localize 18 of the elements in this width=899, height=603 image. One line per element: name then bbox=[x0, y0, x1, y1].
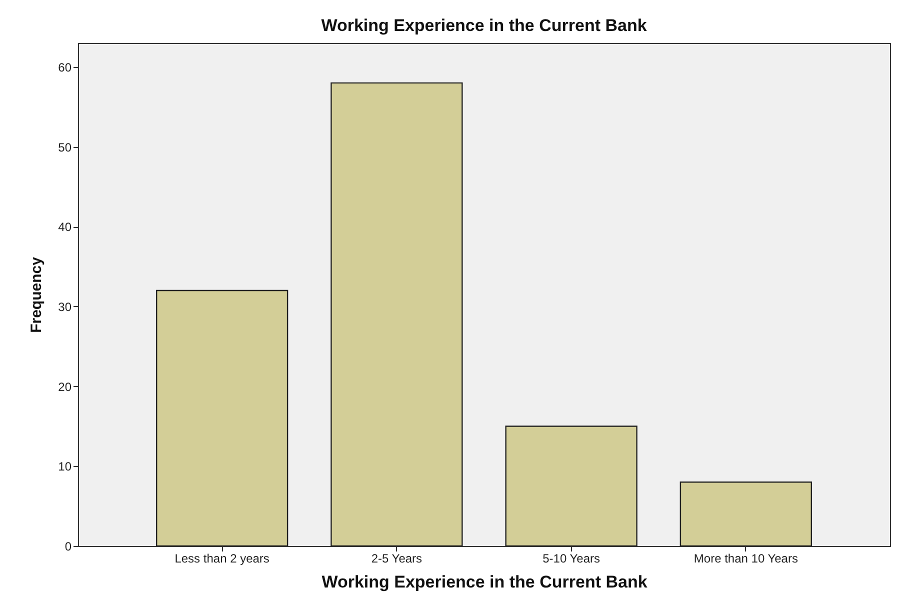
bar bbox=[156, 290, 288, 547]
bar bbox=[330, 82, 463, 547]
y-tick-label: 0 bbox=[64, 540, 72, 554]
y-tick-label: 50 bbox=[58, 140, 72, 154]
x-tick-label: More than 10 Years bbox=[694, 552, 798, 566]
x-tick-label: 5-10 Years bbox=[542, 552, 600, 566]
x-tick-label: Less than 2 years bbox=[174, 552, 270, 566]
y-tick-label: 20 bbox=[58, 380, 72, 394]
bar bbox=[505, 426, 638, 547]
bar bbox=[680, 482, 812, 547]
y-tick-label: 10 bbox=[58, 460, 72, 474]
y-tick-label: 60 bbox=[58, 60, 72, 74]
y-tick-label: 40 bbox=[58, 220, 72, 234]
chart-title: Working Experience in the Current Bank bbox=[321, 16, 648, 35]
y-axis-title: Frequency bbox=[28, 256, 46, 333]
x-tick-label: 2-5 Years bbox=[371, 552, 422, 566]
x-axis-title: Working Experience in the Current Bank bbox=[322, 572, 648, 592]
y-tick-label: 30 bbox=[58, 300, 72, 314]
